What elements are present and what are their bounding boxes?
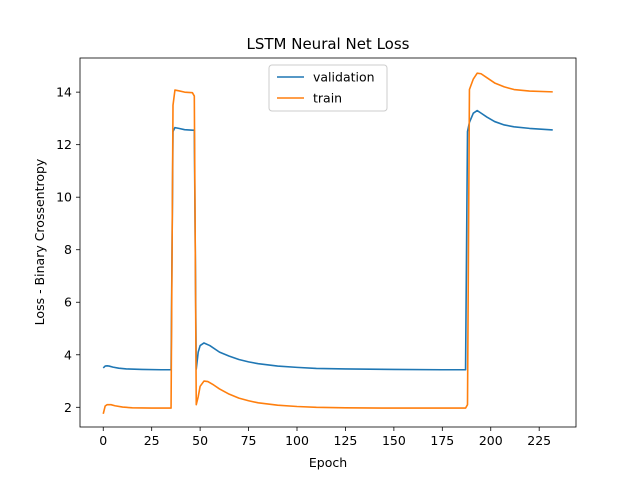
x-axis-label: Epoch [309, 455, 347, 470]
x-tick-label: 100 [285, 433, 309, 448]
x-tick-label: 200 [479, 433, 503, 448]
legend-label-train: train [313, 91, 342, 106]
series-layer [102, 72, 553, 415]
x-tick-label: 175 [430, 433, 454, 448]
y-axis-label: Loss - Binary Crossentropy [32, 158, 47, 325]
series-line-train [102, 72, 553, 415]
y-tick-label: 14 [56, 85, 72, 100]
x-tick-label: 0 [99, 433, 107, 448]
axes-layer: 0 25 50 75 100 125 150 175 200 225 2 4 6 8 10 12 14 [56, 57, 577, 448]
y-tick-label: 8 [64, 242, 72, 257]
x-tick-label: 25 [144, 433, 160, 448]
x-tick-label: 50 [192, 433, 208, 448]
x-tick-label: 75 [241, 433, 257, 448]
y-tick-label: 12 [56, 137, 72, 152]
y-tick-label: 10 [56, 190, 72, 205]
x-tick-label: 150 [382, 433, 406, 448]
x-tick-label: 225 [527, 433, 551, 448]
legend-label-validation: validation [313, 70, 375, 85]
series-line-validation [102, 109, 553, 371]
y-tick-label: 6 [64, 295, 72, 310]
legend: validation train [268, 64, 388, 112]
y-tick-label: 4 [64, 347, 72, 362]
y-tick-label: 2 [64, 400, 72, 415]
chart-title: LSTM Neural Net Loss [246, 35, 409, 53]
x-tick-label: 125 [334, 433, 358, 448]
plot-frame [79, 57, 577, 428]
